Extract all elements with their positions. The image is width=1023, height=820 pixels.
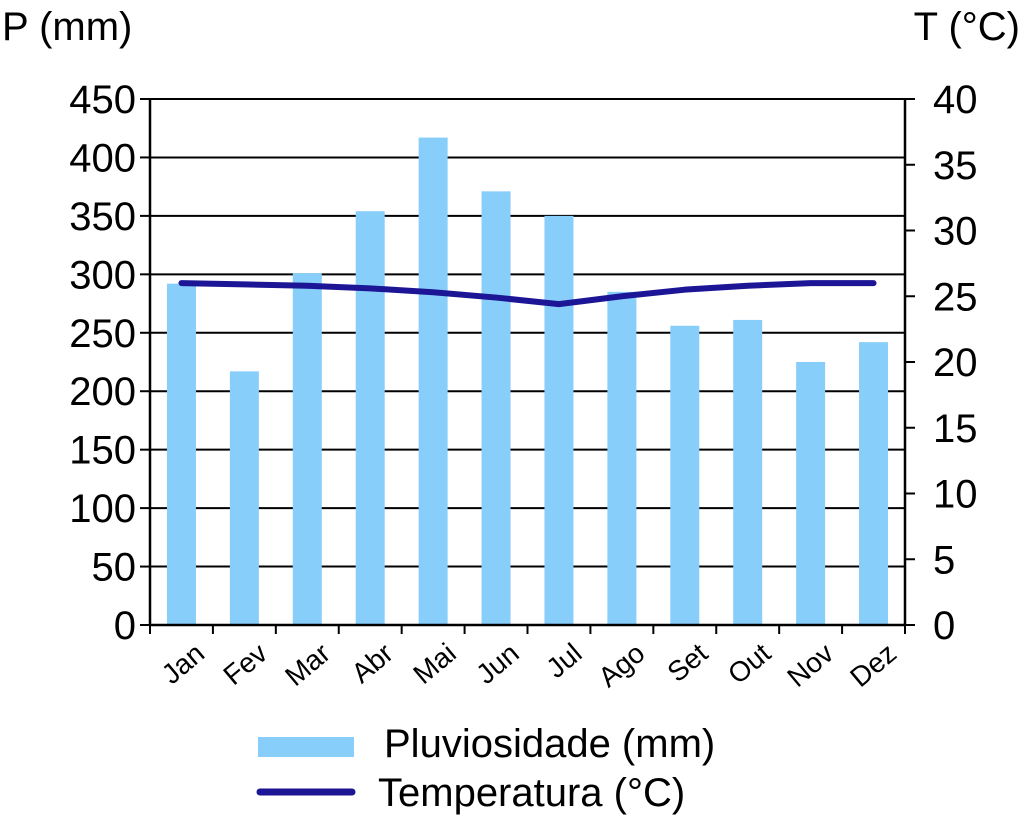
bar-jun: [481, 191, 511, 625]
legend-swatch-precipitation: [258, 737, 354, 757]
temperature-line-group: [178, 280, 877, 308]
y-right-axis-label: T (°C): [914, 5, 1020, 49]
x-tick-label-jun: Jun: [470, 637, 525, 690]
y-right-tick-label-10: 10: [933, 473, 978, 517]
precipitation-bars: [166, 137, 889, 626]
x-tick-label-fev: Fev: [217, 637, 273, 691]
y-left-tick-label-350: 350: [69, 195, 136, 239]
x-tick-label-mai: Mai: [407, 637, 461, 690]
y-left-tick-label-200: 200: [69, 370, 136, 414]
bar-dez: [859, 342, 889, 625]
bar-nov: [796, 362, 826, 625]
legend-label-temperature: Temperatura (°C): [378, 771, 685, 815]
y-left-tick-label-50: 50: [92, 546, 137, 590]
bar-out: [733, 319, 763, 625]
temperature-line: [178, 280, 877, 308]
bar-mai: [418, 137, 448, 625]
x-tick-label-abr: Abr: [346, 637, 399, 689]
grid: [150, 98, 905, 626]
y-right-tick-label-0: 0: [933, 604, 955, 648]
bar-jan: [166, 283, 196, 625]
x-tick-label-nov: Nov: [781, 637, 839, 693]
y-right-tick-label-35: 35: [933, 144, 978, 188]
y-left-tick-label-250: 250: [69, 312, 136, 356]
bar-mar: [292, 273, 322, 625]
legend: Pluviosidade (mm) Temperatura (°C): [256, 722, 715, 815]
axes: 0 50 100 150 200 250 300 350 400 450 0 5 10 15 20 25 30 3…: [69, 78, 977, 693]
y-right-tick-label-25: 25: [933, 275, 978, 319]
x-tick-label-mar: Mar: [279, 637, 336, 692]
y-left-tick-label-450: 450: [69, 78, 136, 122]
x-tick-label-out: Out: [722, 637, 777, 690]
x-tick-label-jan: Jan: [156, 637, 211, 690]
x-tick-label-ago: Ago: [592, 637, 650, 693]
bar-fev: [229, 371, 259, 625]
y-right-tick-label-5: 5: [933, 538, 955, 582]
y-right-tick-label-15: 15: [933, 407, 978, 451]
y-left-tick-label-150: 150: [69, 429, 136, 473]
y-left-axis-label: P (mm): [2, 5, 132, 49]
y-right-tick-label-40: 40: [933, 78, 978, 122]
x-tick-label-jul: Jul: [540, 637, 587, 684]
y-left-tick-label-300: 300: [69, 253, 136, 297]
legend-label-precipitation: Pluviosidade (mm): [384, 722, 715, 766]
y-left-tick-label-0: 0: [114, 604, 136, 648]
y-right-tick-label-20: 20: [933, 341, 978, 385]
y-left-tick-label-100: 100: [69, 487, 136, 531]
x-tick-label-set: Set: [661, 637, 713, 688]
bar-ago: [607, 291, 637, 625]
bar-jul: [544, 215, 574, 625]
bar-set: [670, 325, 700, 625]
x-tick-label-dez: Dez: [844, 637, 902, 693]
y-left-tick-label-400: 400: [69, 136, 136, 180]
y-right-tick-label-30: 30: [933, 210, 978, 254]
bar-abr: [355, 211, 385, 626]
